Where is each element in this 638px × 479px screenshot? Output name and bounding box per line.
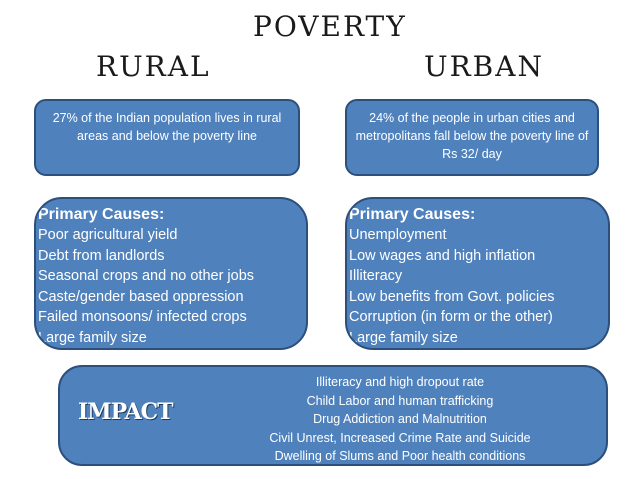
rural-cause-item: Caste/gender based oppression bbox=[38, 288, 244, 305]
urban-cause-item: Corruption (in form or the other) bbox=[349, 309, 553, 325]
impact-item: Civil Unrest, Increased Crime Rate and S… bbox=[269, 430, 531, 445]
impact-item: Illiteracy and high dropout rate bbox=[315, 375, 485, 389]
impact-item: Drug Addiction and Malnutrition bbox=[313, 412, 487, 427]
rural-cause-item: Seasonal crops and no other jobs bbox=[38, 268, 255, 284]
urban-cause-item: Illiteracy bbox=[349, 268, 403, 284]
rural-causes-title: Primary Causes: bbox=[38, 206, 165, 223]
impact-label: IMPACT bbox=[78, 399, 174, 425]
urban-cause-item: Low benefits from Govt. policies bbox=[349, 288, 555, 305]
rural-cause-item: Failed monsoons/ infected crops bbox=[38, 309, 247, 325]
impact-item: Dwelling of Slums and Poor health condit… bbox=[274, 449, 526, 464]
impact-list: Illiteracy and high dropout rate Child L… bbox=[220, 373, 580, 466]
urban-causes-box: Primary Causes: Unemployment Low wages a… bbox=[345, 197, 610, 350]
urban-causes-title: Primary Causes: bbox=[349, 206, 476, 223]
urban-stat-box: 24% of the people in urban cities and me… bbox=[345, 99, 599, 176]
urban-cause-item: Large family size bbox=[349, 329, 458, 346]
urban-heading: Urban bbox=[424, 50, 544, 83]
urban-cause-item: Low wages and high inflation bbox=[349, 247, 536, 264]
urban-cause-item: Unemployment bbox=[349, 227, 447, 243]
page-title: Poverty bbox=[253, 10, 407, 43]
rural-cause-item: Debt from landlords bbox=[38, 247, 165, 264]
urban-causes-list: Unemployment Low wages and high inflatio… bbox=[347, 225, 608, 348]
rural-causes-list: Poor agricultural yield Debt from landlo… bbox=[36, 225, 306, 348]
rural-causes-box: Primary Causes: Poor agricultural yield … bbox=[34, 197, 308, 350]
rural-heading: Rural bbox=[96, 50, 211, 83]
impact-box: IMPACT Illiteracy and high dropout rate … bbox=[58, 365, 608, 466]
rural-cause-item: Large family size bbox=[38, 329, 147, 346]
rural-cause-item: Poor agricultural yield bbox=[38, 227, 178, 243]
impact-item: Child Labor and human trafficking bbox=[306, 393, 494, 408]
rural-stat-box: 27% of the Indian population lives in ru… bbox=[34, 99, 300, 176]
urban-stat-text: 24% of the people in urban cities and me… bbox=[355, 111, 589, 161]
rural-stat-text: 27% of the Indian population lives in ru… bbox=[52, 111, 282, 143]
